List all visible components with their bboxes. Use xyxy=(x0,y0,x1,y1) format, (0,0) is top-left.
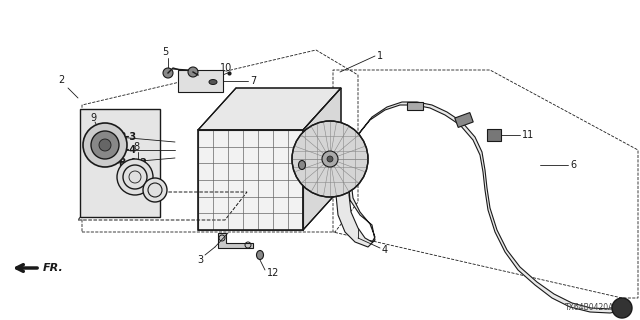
Bar xyxy=(487,129,501,141)
Polygon shape xyxy=(198,130,303,230)
Text: 9: 9 xyxy=(90,113,96,123)
Polygon shape xyxy=(336,102,625,313)
Text: B-3: B-3 xyxy=(118,132,136,142)
Circle shape xyxy=(612,298,632,318)
Text: B-4: B-4 xyxy=(118,145,136,155)
Text: 5: 5 xyxy=(162,47,168,57)
Circle shape xyxy=(83,123,127,167)
Polygon shape xyxy=(303,88,341,230)
Circle shape xyxy=(163,68,173,78)
Ellipse shape xyxy=(613,301,631,315)
Text: 12: 12 xyxy=(267,268,280,278)
Ellipse shape xyxy=(257,251,264,260)
Text: 3: 3 xyxy=(197,255,203,265)
Circle shape xyxy=(117,159,153,195)
Circle shape xyxy=(322,151,338,167)
Polygon shape xyxy=(80,109,160,217)
Circle shape xyxy=(99,139,111,151)
Text: 11: 11 xyxy=(522,130,534,140)
Circle shape xyxy=(143,178,167,202)
Circle shape xyxy=(91,131,119,159)
Polygon shape xyxy=(178,70,223,92)
Text: 4: 4 xyxy=(382,245,388,255)
Bar xyxy=(455,113,473,127)
Circle shape xyxy=(292,121,368,197)
Text: 10: 10 xyxy=(220,63,232,73)
Polygon shape xyxy=(218,233,253,248)
Circle shape xyxy=(327,156,333,162)
Text: FR.: FR. xyxy=(43,263,64,273)
Ellipse shape xyxy=(209,79,217,84)
Text: 1: 1 xyxy=(377,51,383,61)
Text: B-4-2: B-4-2 xyxy=(118,158,147,168)
Text: 8: 8 xyxy=(133,142,139,152)
Ellipse shape xyxy=(298,161,305,170)
Bar xyxy=(407,102,423,110)
Text: 6: 6 xyxy=(570,160,576,170)
Text: TX64B0420A: TX64B0420A xyxy=(565,303,614,312)
Polygon shape xyxy=(198,88,341,130)
Text: 2: 2 xyxy=(58,75,64,85)
Text: 12: 12 xyxy=(324,160,337,170)
Circle shape xyxy=(188,67,198,77)
Text: 7: 7 xyxy=(250,76,256,86)
